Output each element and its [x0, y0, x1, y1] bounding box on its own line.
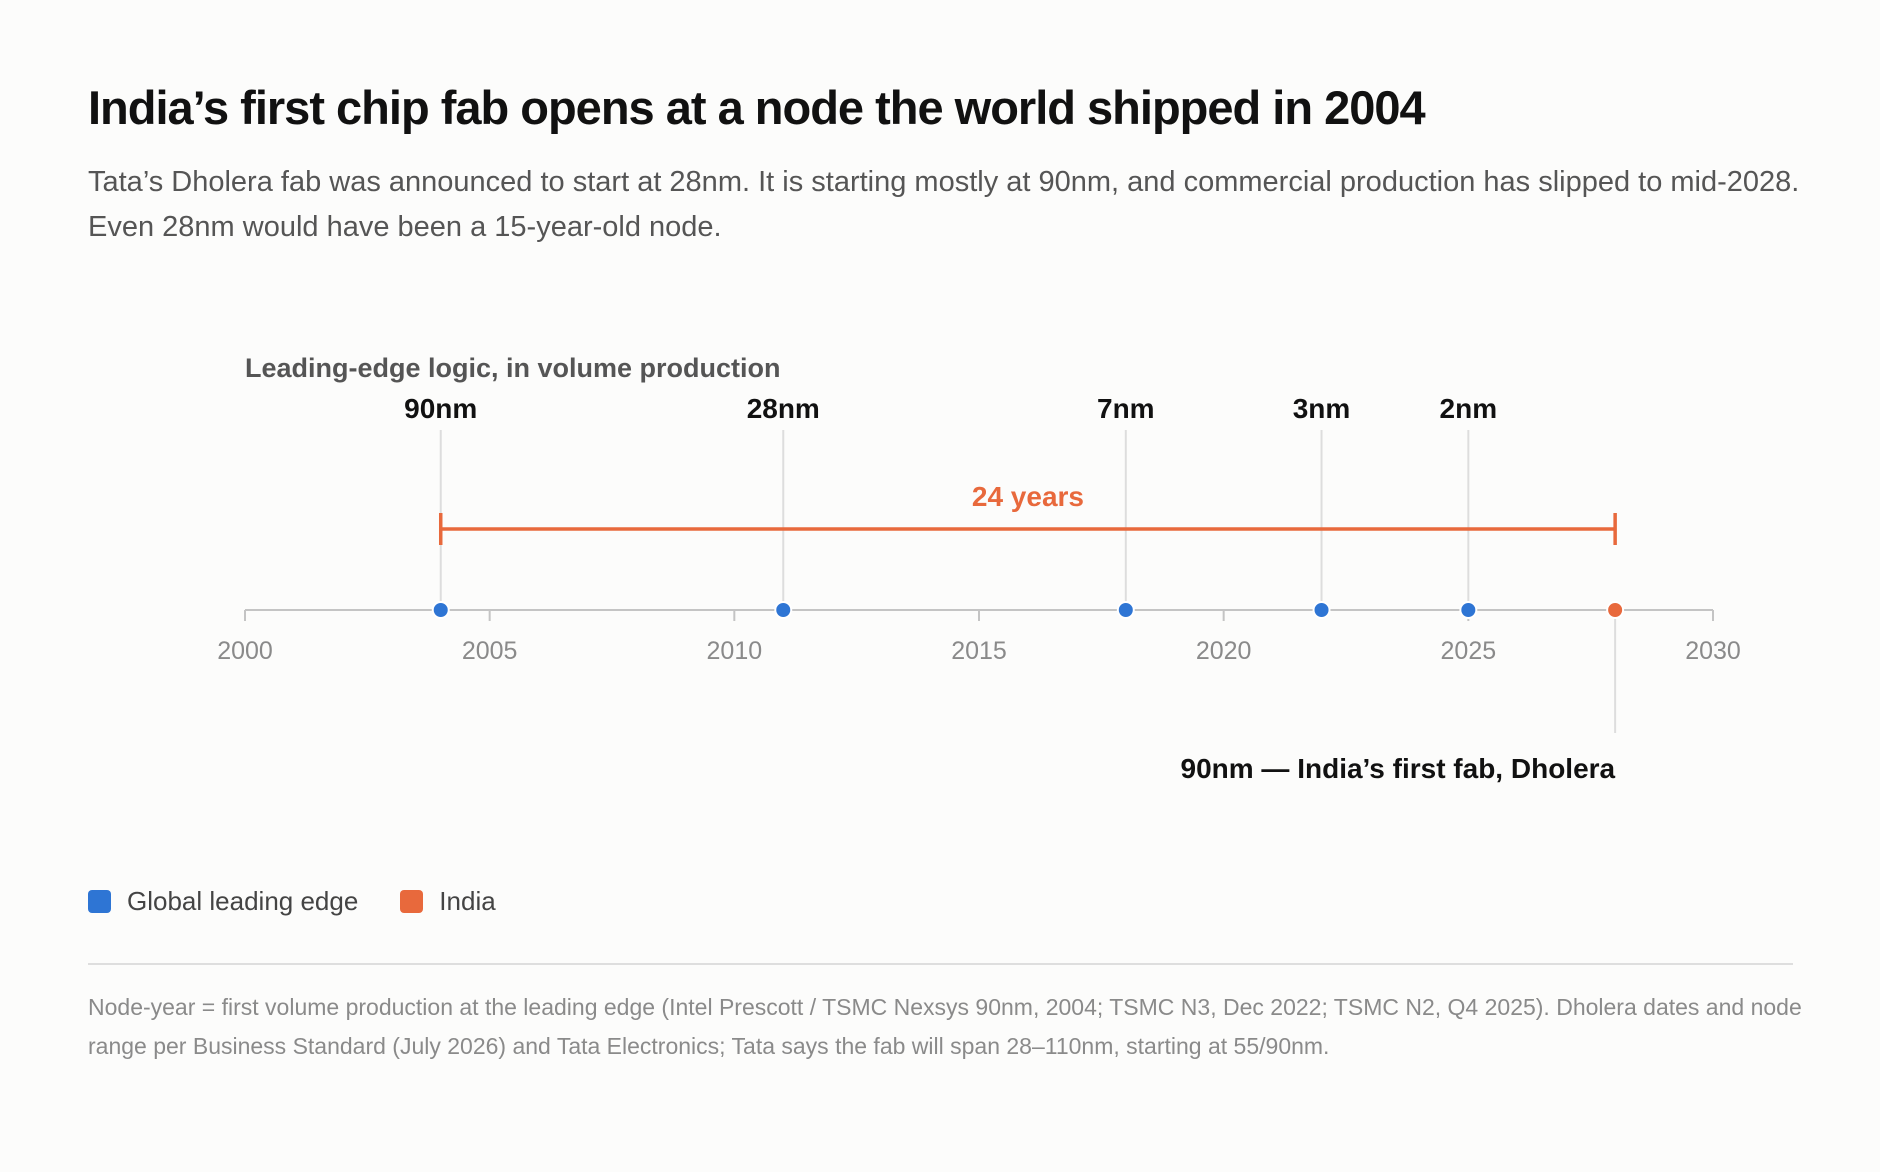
- global-node-point: [774, 601, 793, 619]
- global-node-point: [1312, 601, 1331, 619]
- global-node-point: [431, 601, 450, 619]
- legend-swatch-global: [88, 890, 111, 913]
- node-label: 2nm: [1440, 393, 1498, 424]
- node-label: 7nm: [1097, 393, 1155, 424]
- x-tick-label: 2025: [1441, 637, 1497, 665]
- timeline-chart: 2000 2005 2010 2015 2020 2025 2030 24 years 90…: [217, 353, 1741, 784]
- global-node-point: [1116, 601, 1135, 619]
- node-label: 28nm: [747, 393, 820, 424]
- legend-swatch-india: [400, 890, 424, 913]
- node-label: 3nm: [1293, 393, 1351, 424]
- x-tick-label: 2010: [707, 637, 763, 665]
- x-tick-label: 2030: [1685, 637, 1741, 665]
- legend-label-india: India: [439, 886, 496, 916]
- x-tick-label: 2020: [1196, 637, 1252, 665]
- legend: Global leading edge India: [88, 886, 538, 917]
- footnote: Node-year = first volume production at t…: [88, 994, 1802, 1059]
- node-label: 90nm: [404, 393, 477, 424]
- chart-title: India’s first chip fab opens at a node t…: [88, 81, 1426, 134]
- india-node-point: [1606, 601, 1625, 619]
- legend-item-india: India: [400, 886, 496, 917]
- chart-label: Leading-edge logic, in volume production: [245, 353, 781, 383]
- india-node-label: 90nm — India’s first fab, Dholera: [1181, 753, 1616, 784]
- divider: [88, 963, 1793, 965]
- x-tick-label: 2005: [462, 637, 518, 665]
- span-label: 24 years: [972, 481, 1084, 512]
- legend-label-global: Global leading edge: [127, 886, 359, 916]
- chart-subtitle: Tata’s Dholera fab was announced to star…: [88, 166, 1800, 243]
- x-tick-label: 2015: [951, 637, 1007, 665]
- global-node-point: [1459, 601, 1478, 619]
- legend-item-global: Global leading edge: [88, 886, 358, 917]
- x-tick-label: 2000: [217, 637, 273, 665]
